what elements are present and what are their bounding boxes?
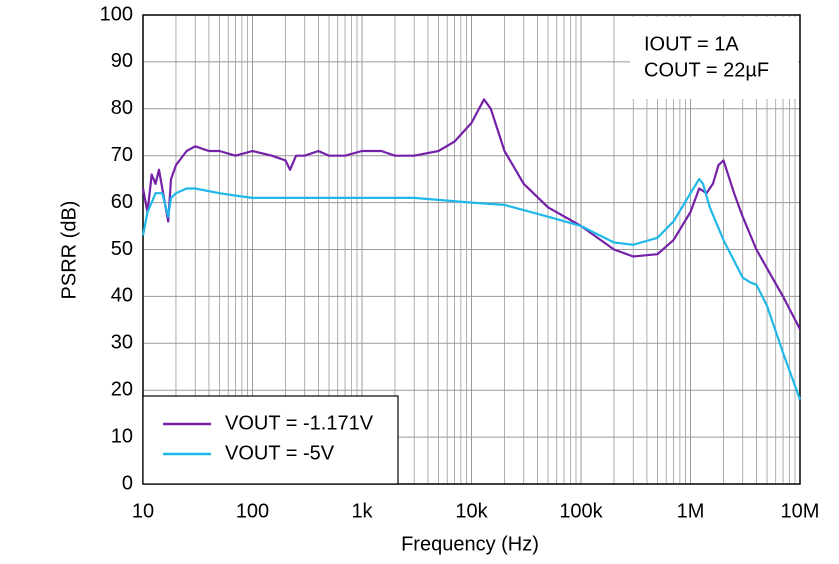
y-tick-label: 0 (122, 472, 133, 494)
x-axis-label: Frequency (Hz) (401, 533, 539, 555)
y-tick-label: 100 (100, 3, 133, 25)
x-tick-label: 100k (559, 500, 603, 522)
x-tick-label: 10 (132, 500, 154, 522)
annotation-box (630, 17, 798, 99)
y-tick-label: 60 (111, 191, 133, 213)
y-tick-label: 90 (111, 50, 133, 72)
x-tick-label: 10k (455, 500, 488, 522)
x-tick-label: 100 (236, 500, 269, 522)
y-tick-label: 70 (111, 144, 133, 166)
legend-label: VOUT = -5V (225, 442, 335, 464)
legend-box (142, 395, 399, 485)
y-axis-label: PSRR (dB) (58, 201, 80, 300)
series-line (141, 178, 802, 400)
y-tick-label: 40 (111, 285, 133, 307)
annotation: IOUT = 1A (644, 33, 739, 55)
y-tick-label: 80 (111, 97, 133, 119)
annotation: COUT = 22µF (644, 59, 769, 81)
y-tick-label: 30 (111, 332, 133, 354)
series-line (141, 98, 801, 330)
legend-label: VOUT = -1.171V (225, 412, 374, 434)
x-tick-label: 1k (351, 500, 373, 522)
y-tick-label: 10 (111, 425, 133, 447)
x-tick-label: 1M (677, 500, 705, 522)
y-tick-label: 50 (111, 238, 133, 260)
y-tick-label: 20 (111, 378, 133, 400)
x-tick-label: 10M (781, 500, 820, 522)
plot-frame (142, 14, 801, 485)
